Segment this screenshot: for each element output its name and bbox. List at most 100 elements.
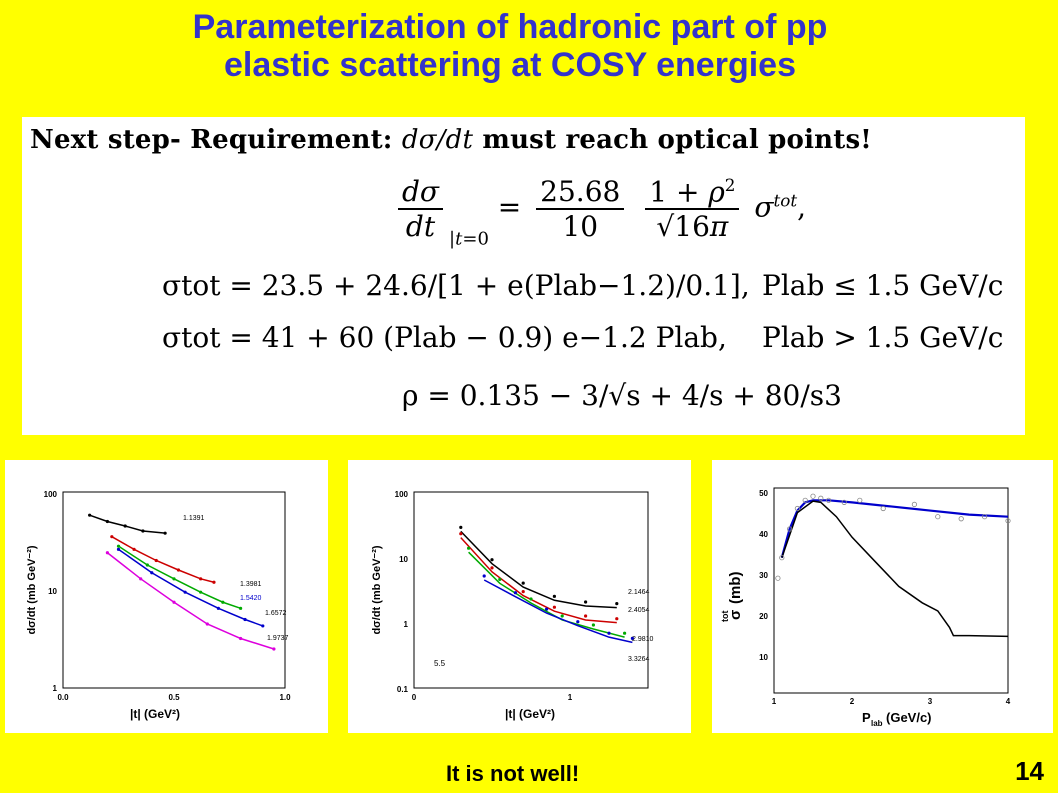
data-point — [116, 544, 121, 548]
data-point — [150, 571, 154, 575]
data-point — [552, 605, 556, 609]
data-point — [110, 535, 114, 539]
title-line-2: elastic scattering at COSY energies — [224, 46, 796, 84]
data-point — [123, 524, 127, 528]
data-point — [216, 606, 220, 610]
data-point — [1005, 518, 1011, 524]
data-point — [935, 514, 941, 520]
data-point — [116, 547, 121, 551]
y-tick-label: 1 — [53, 684, 58, 693]
formula-box: Next step- Requirement: dσ/dt must reach… — [22, 117, 1025, 435]
data-point — [88, 513, 92, 517]
f4-text: ρ = 0.135 − 3/√s + 4/s + 80/s3 — [402, 379, 842, 412]
title-line-1: Parameterization of hadronic part of pp — [192, 8, 828, 46]
data-point — [145, 563, 149, 567]
energy-label: 2.1464 — [628, 589, 650, 596]
data-point — [239, 606, 243, 610]
x-tick-label: 4 — [1006, 697, 1011, 706]
series-line — [780, 499, 1009, 558]
data-point — [857, 497, 863, 503]
y-axis-label-main: σ — [727, 610, 744, 620]
y-tick-label: 30 — [759, 571, 768, 580]
y-axis-label: σ tot (mb) — [720, 572, 744, 623]
slide-title: Parameterization of hadronic part of pp … — [0, 8, 1020, 84]
footer-note: It is not well! — [446, 761, 580, 786]
data-point — [607, 631, 611, 635]
data-point — [239, 636, 243, 641]
f2-cond: Plab ≤ 1.5 GeV/c — [762, 269, 1004, 302]
data-point — [623, 631, 627, 635]
formula-sigma-low-cond: Plab ≤ 1.5 GeV/c — [762, 269, 1003, 302]
x-axis-label: P lab (GeV/c) — [862, 710, 932, 728]
y-tick-label: 10 — [48, 587, 57, 596]
energy-label: 3.3264 — [628, 656, 650, 663]
x-tick-label: 1 — [568, 693, 573, 702]
data-point — [911, 501, 917, 508]
series-line — [89, 514, 166, 534]
data-point — [163, 531, 167, 535]
series-line — [460, 530, 617, 609]
data-point — [560, 614, 564, 618]
requirement-heading: Next step- Requirement: dσ/dt must reach… — [30, 125, 872, 155]
y-axis-label: dσ/dt (mb GeV⁻²) — [371, 545, 383, 634]
series-line — [118, 548, 264, 627]
x-tick-label: 0.5 — [168, 693, 180, 702]
data-point — [787, 526, 793, 532]
x-tick-label: 3 — [928, 697, 933, 706]
data-point — [459, 525, 463, 529]
formula-sigma-low: σtot = 23.5 + 24.6/[1 + e(Plab−1.2)/0.1]… — [162, 269, 750, 302]
data-point — [176, 568, 181, 572]
x-tick-label: 1.0 — [279, 693, 291, 702]
formula-optical-point: dσ dt |t=0 = 25.68 10 1 + ρ2 √16π σtot, — [392, 175, 806, 250]
plot-frame — [62, 491, 286, 689]
data-point — [482, 574, 486, 578]
data-point — [141, 529, 145, 533]
x-axis-label-sub: lab — [871, 719, 883, 728]
data-point — [498, 577, 502, 581]
energy-label: 1.3981 — [240, 581, 262, 588]
requirement-math: dσ/dt — [401, 125, 474, 155]
series-line — [118, 545, 241, 610]
y-tick-label: 40 — [759, 530, 768, 539]
data-point — [576, 620, 580, 624]
data-point — [958, 516, 964, 522]
data-point — [521, 581, 525, 585]
x-tick-label: 0.0 — [57, 693, 69, 702]
data-point — [880, 505, 886, 512]
chart-panel-1: 100 10 1 0.0 0.5 1.0 |t| (GeV²) dσ/dt (m… — [5, 460, 328, 733]
data-point — [105, 551, 109, 555]
y-axis-label: dσ/dt (mb GeV⁻²) — [26, 545, 38, 634]
y-tick-label: 10 — [759, 653, 768, 662]
data-point — [810, 493, 816, 499]
y-tick-label: 10 — [399, 555, 408, 564]
data-point — [545, 607, 549, 611]
data-point — [459, 532, 463, 536]
plot-frame — [413, 491, 649, 689]
data-point — [630, 636, 634, 640]
data-point — [139, 577, 143, 581]
data-point — [272, 647, 276, 651]
formula-rho: ρ = 0.135 − 3/√s + 4/s + 80/s3 — [402, 379, 842, 412]
chart-3-svg: 50 40 30 20 10 1 2 3 4 P lab (GeV/c) σ t… — [720, 487, 1011, 728]
chart-2-svg: 100 10 1 0.1 0 1 |t| (GeV²) dσ/dt (mb Ge… — [371, 490, 654, 721]
data-point — [584, 600, 588, 604]
data-point — [490, 558, 494, 562]
data-point — [981, 514, 988, 520]
data-point — [172, 600, 176, 604]
x-tick-label: 2 — [850, 697, 855, 706]
y-tick-label: 20 — [759, 612, 768, 621]
energy-label: 2.9810 — [632, 636, 654, 643]
data-point — [615, 602, 619, 606]
data-point — [221, 600, 225, 604]
data-point — [826, 497, 832, 503]
data-point — [105, 519, 109, 524]
chart-1-svg: 100 10 1 0.0 0.5 1.0 |t| (GeV²) dσ/dt (m… — [26, 490, 291, 721]
energy-label: 1.5420 — [240, 595, 262, 602]
series-line — [781, 500, 1009, 638]
plot-frame — [773, 487, 1009, 694]
data-point — [205, 622, 209, 626]
data-point — [802, 497, 808, 503]
x-axis-label-main: P — [862, 710, 871, 725]
energy-label: 1.6572 — [265, 610, 287, 617]
f1-den: 10 — [562, 210, 599, 244]
